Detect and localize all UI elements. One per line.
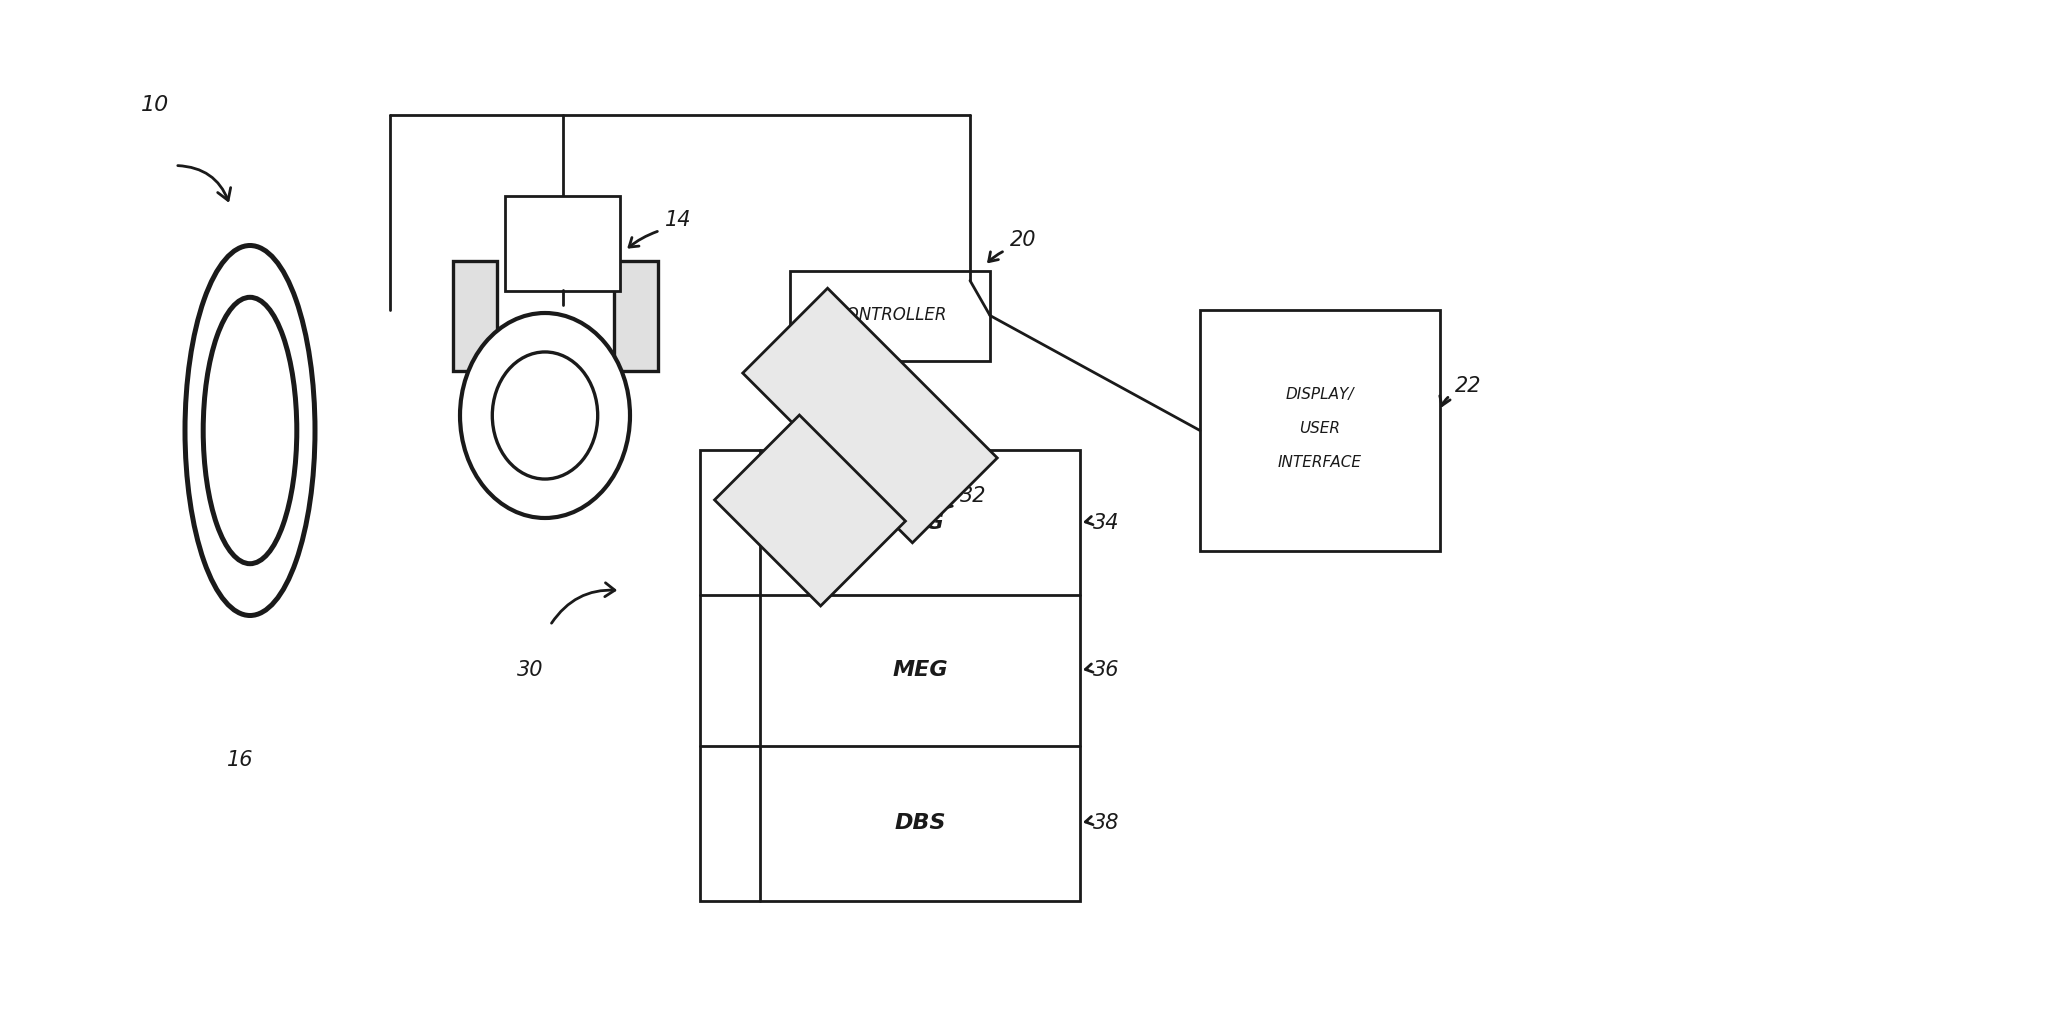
Text: INTERFACE: INTERFACE [1277,455,1362,470]
Text: MEG: MEG [892,660,948,681]
FancyArrowPatch shape [552,583,614,623]
FancyArrowPatch shape [1086,516,1094,525]
Text: 14: 14 [665,211,692,230]
Ellipse shape [492,352,597,479]
Polygon shape [744,288,997,542]
Bar [700,450,1079,901]
Text: 12: 12 [527,411,552,430]
Text: 34: 34 [1094,513,1119,533]
FancyArrowPatch shape [177,165,231,200]
Ellipse shape [204,298,297,564]
Polygon shape [715,415,906,606]
FancyArrowPatch shape [1086,664,1094,672]
Text: 38: 38 [1094,813,1119,833]
Bar [505,195,620,290]
Ellipse shape [459,313,630,518]
FancyArrowPatch shape [989,252,1003,261]
Bar [453,260,496,371]
Text: 22: 22 [1454,376,1481,396]
Text: 10: 10 [140,95,169,116]
Bar [789,271,991,361]
Text: CONTROLLER: CONTROLLER [834,307,946,324]
Ellipse shape [185,246,315,616]
FancyArrowPatch shape [1086,816,1094,824]
Text: DISPLAY/: DISPLAY/ [1285,387,1353,402]
Bar [614,260,657,371]
Text: USER: USER [1300,421,1341,436]
Text: 20: 20 [1009,230,1036,250]
Bar [1201,311,1440,551]
FancyArrowPatch shape [925,506,952,518]
Text: 30: 30 [517,660,544,681]
FancyArrowPatch shape [1440,396,1450,406]
Text: 16: 16 [227,751,253,771]
FancyArrowPatch shape [628,231,657,247]
Text: 36: 36 [1094,660,1119,681]
Text: EEG: EEG [896,513,943,533]
Text: DBS: DBS [894,813,946,833]
Text: 32: 32 [960,486,987,505]
